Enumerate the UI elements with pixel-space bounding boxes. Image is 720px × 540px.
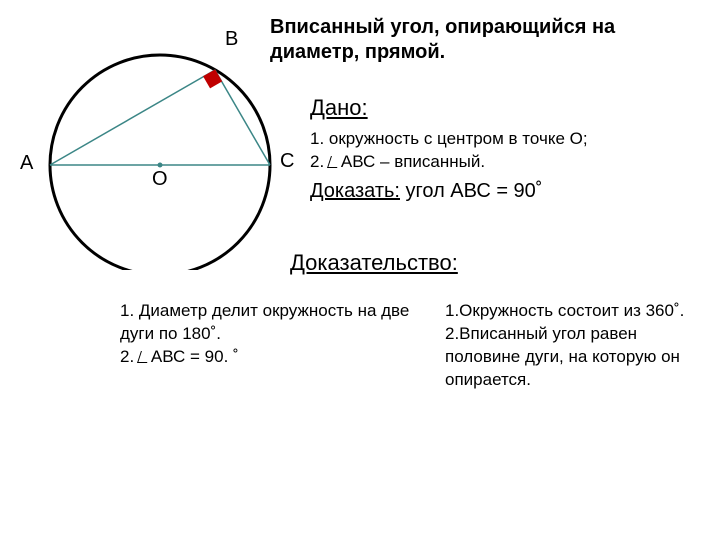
proof-left-column: 1. Диаметр делит окружность на две дуги … bbox=[120, 300, 430, 369]
page-title: Вписанный угол, опирающийся на диаметр, … bbox=[270, 15, 700, 65]
proof-right-1: 1.Окружность состоит из 360˚. bbox=[445, 300, 695, 323]
proof-right-2: 2.Вписанный угол равен половине дуги, на… bbox=[445, 323, 695, 392]
given-item-2: 2. АВС – вписанный. bbox=[310, 151, 588, 174]
proof-left-1: 1. Диаметр делит окружность на две дуги … bbox=[120, 300, 430, 346]
label-A: А bbox=[20, 152, 33, 175]
given-list: 1. окружность с центром в точке О; 2. АВ… bbox=[310, 128, 588, 174]
prove-text: угол АВС = 90˚ bbox=[400, 180, 542, 202]
given-item-1: 1. окружность с центром в точке О; bbox=[310, 128, 588, 151]
angle-icon bbox=[327, 156, 341, 168]
given-heading: Дано: bbox=[310, 95, 368, 121]
prove-heading: Доказать: bbox=[310, 180, 400, 202]
label-O: О bbox=[152, 168, 168, 191]
proof-heading: Доказательство: bbox=[290, 250, 458, 276]
proof-right-column: 1.Окружность состоит из 360˚. 2.Вписанны… bbox=[445, 300, 695, 392]
label-C: С bbox=[280, 150, 294, 173]
label-B: В bbox=[225, 28, 238, 51]
proof-left-2: 2. АВС = 90. ˚ bbox=[120, 346, 430, 369]
diagram bbox=[10, 20, 300, 275]
prove-line: Доказать: угол АВС = 90˚ bbox=[310, 180, 542, 203]
angle-icon bbox=[137, 351, 151, 363]
